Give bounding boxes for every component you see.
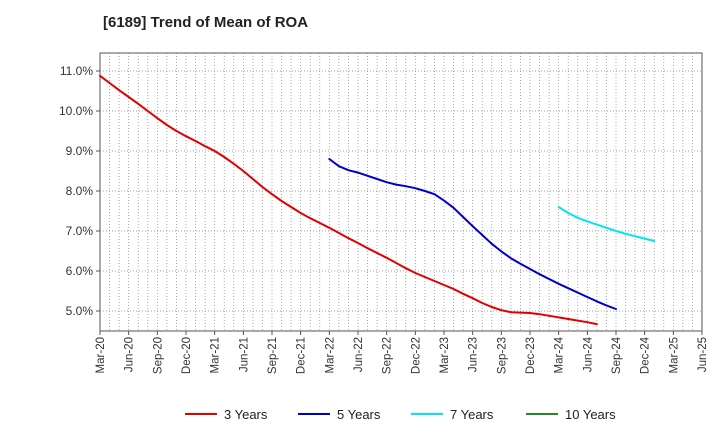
legend-label: 3 Years [224,407,268,422]
x-tick-label: Jun-21 [238,337,250,372]
y-tick-label: 11.0% [60,64,93,78]
x-axis-ticks: Mar-20 Jun-20 Sep-20 Dec-20 Mar-21 Jun-21 Sep-… [95,331,709,374]
y-axis-ticks: 5.0% 6.0% 7.0% 8.0% 9.0% 10.0% 11.0% [59,64,100,318]
x-tick-label: Jun-24 [582,336,594,372]
x-tick-label: Sep-24 [611,336,623,374]
x-tick-label: Mar-23 [439,337,451,373]
chart-title: [6189] Trend of Mean of ROA [103,14,309,31]
legend-label: 10 Years [565,407,616,422]
x-tick-label: Sep-21 [267,337,279,374]
y-tick-label: 5.0% [66,304,94,318]
y-tick-label: 7.0% [66,224,94,238]
y-tick-label: 9.0% [66,144,94,158]
plot-frame [99,52,703,332]
x-tick-label: Dec-22 [410,337,422,374]
legend: 3 Years 5 Years 7 Years 10 Years [185,407,616,422]
x-tick-label: Mar-22 [324,337,336,373]
y-tick-label: 10.0% [59,104,93,118]
x-tick-label: Mar-20 [95,337,107,373]
series-line-5-years [328,158,617,310]
x-tick-label: Dec-23 [525,337,537,374]
x-tick-label: Mar-24 [554,336,566,373]
x-tick-label: Mar-21 [210,337,222,373]
x-tick-label: Dec-20 [181,337,193,374]
x-tick-label: Sep-23 [496,337,508,374]
y-tick-label: 6.0% [66,264,94,278]
legend-label: 5 Years [337,407,381,422]
x-tick-label: Sep-22 [382,337,394,374]
x-tick-label: Sep-20 [152,337,164,374]
x-tick-label: Dec-24 [640,336,652,374]
x-tick-label: Jun-20 [124,337,136,372]
x-tick-label: Jun-25 [697,337,709,372]
y-tick-label: 8.0% [66,184,94,198]
x-tick-label: Jun-22 [353,337,365,372]
x-tick-label: Jun-23 [468,337,480,372]
x-tick-label: Dec-21 [296,337,308,374]
x-tick-label: Mar-25 [668,337,680,373]
grid-lines [100,53,702,331]
series-line-7-years [557,206,656,242]
series-lines [99,74,656,326]
series-line-3-years [99,74,598,326]
legend-label: 7 Years [450,407,494,422]
